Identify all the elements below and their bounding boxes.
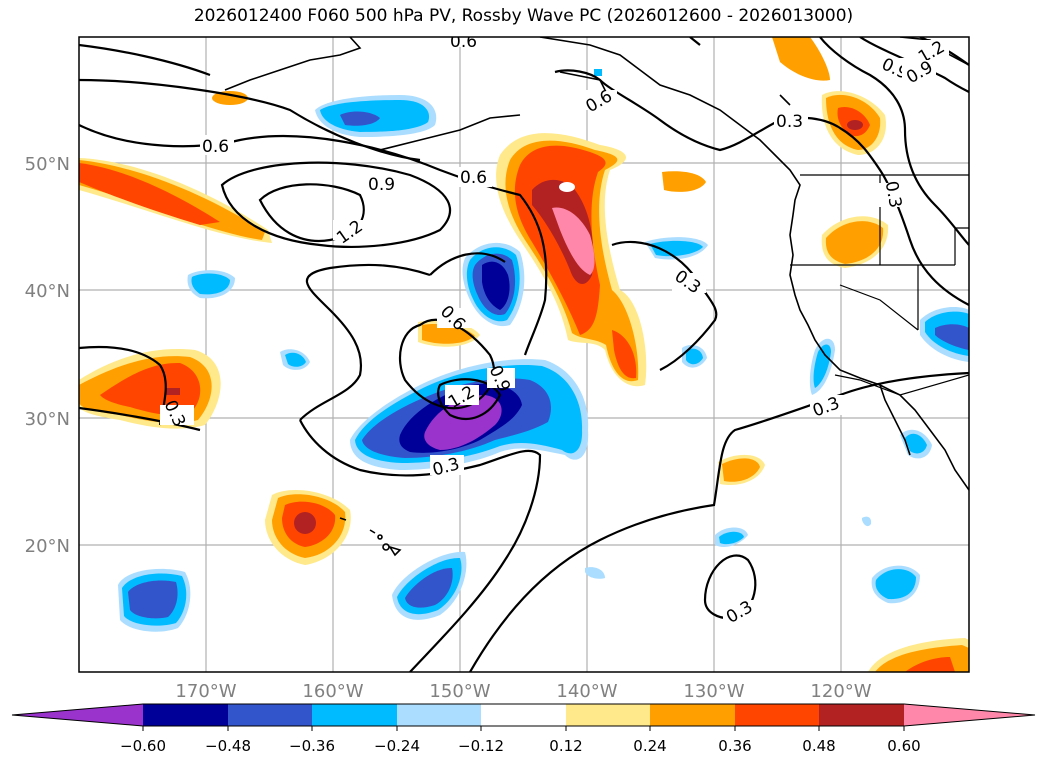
colorbar-segment [312,704,397,726]
lon-label: 170°W [175,681,236,702]
colorbar-tick-label: −0.48 [205,737,251,755]
colorbar-tick-label: 0.36 [718,737,751,755]
colorbar-extend-min [12,704,143,726]
colorbar-tick-labels: −0.60 −0.48 −0.36 −0.24 −0.12 0.12 0.24 … [120,737,921,755]
svg-text:0.6: 0.6 [460,168,487,188]
colorbar-tick-label: −0.60 [120,737,166,755]
colorbar-segment [566,704,650,726]
colorbar-tick-label: 0.24 [633,737,666,755]
colorbar-segment [481,704,566,726]
colorbar-segment [228,704,312,726]
contour-label: 0.6 [200,135,234,157]
colorbar-segment [397,704,481,726]
lat-label: 20°N [25,536,70,557]
colorbar [11,703,1036,731]
lat-label: 40°N [25,281,70,302]
map-title: 2026012400 F060 500 hPa PV, Rossby Wave … [193,6,854,26]
contour-label: 0.3 [810,393,844,421]
lon-label: 160°W [302,681,363,702]
contour-label: 0.6 [448,32,482,52]
svg-text:0.6: 0.6 [450,32,477,52]
svg-text:0.3: 0.3 [776,112,803,132]
contour-label: 0.3 [774,111,808,132]
contour-label: 0.9 [365,174,399,195]
svg-text:0.9: 0.9 [368,175,395,195]
colorbar-tick-label: 0.12 [549,737,582,755]
colorbar-extend-max [904,704,1035,726]
contour-label: 0.6 [458,167,492,188]
map-frame [78,36,970,673]
svg-text:0.6: 0.6 [202,137,229,157]
positive-anomaly-fills [79,37,969,672]
lat-label: 30°N [25,409,70,430]
lon-label: 130°W [683,681,744,702]
colorbar-tick-label: −0.36 [289,737,335,755]
lon-label: 150°W [429,681,490,702]
colorbar-tick-label: −0.12 [458,737,504,755]
colorbar-segment [819,704,904,726]
svg-text:0.3: 0.3 [881,179,905,209]
colorbar-tick-label: −0.24 [374,737,420,755]
colorbar-tick-label: 0.60 [887,737,920,755]
colorbar-segment [735,704,819,726]
negative-anomaly-fills [118,69,969,632]
colorbar-segment [650,704,735,726]
colorbar-tick-label: 0.48 [802,737,835,755]
colorbar-segment [143,704,228,726]
contour-label: 0.3 [877,179,905,210]
lon-label: 140°W [556,681,617,702]
lon-label: 120°W [810,681,871,702]
lat-label: 50°N [25,154,70,175]
lon-axis-labels: 170°W 160°W 150°W 140°W 130°W 120°W [175,681,871,702]
lat-axis-labels: 50°N 40°N 30°N 20°N [25,154,70,557]
